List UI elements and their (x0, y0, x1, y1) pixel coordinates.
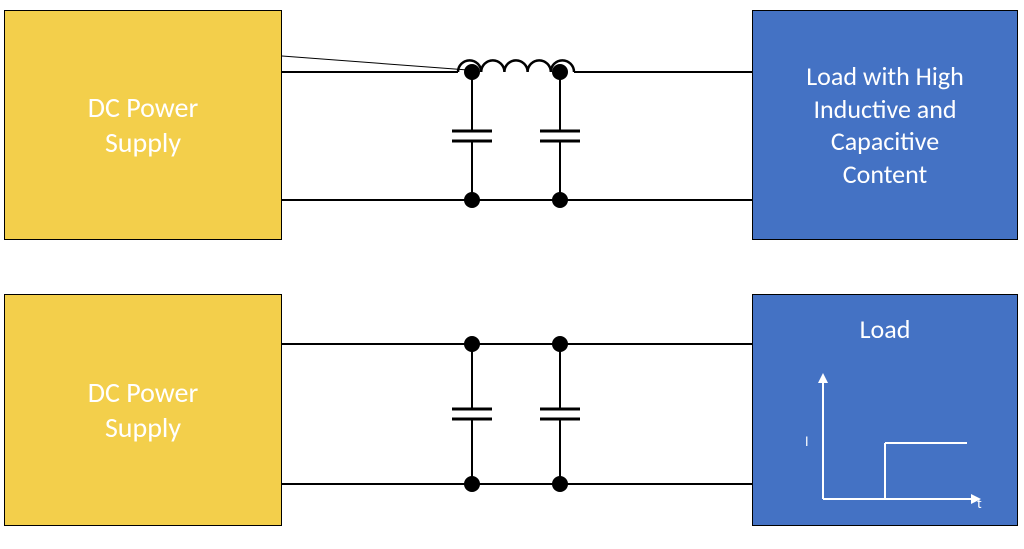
load-top-label: Load with High Inductive and Capacitive … (806, 60, 964, 190)
step-response-chart-icon (811, 373, 991, 511)
load-bottom-label: Load (753, 313, 1017, 346)
chart-y-axis-label: I (805, 433, 809, 450)
pi-filter-with-inductor (282, 10, 752, 240)
dc-power-supply-top-label: DC Power Supply (88, 90, 199, 160)
dc-power-supply-bottom-label: DC Power Supply (88, 375, 199, 445)
capacitor-filter (282, 294, 752, 526)
load-top: Load with High Inductive and Capacitive … (752, 10, 1018, 240)
chart-x-axis-label: t (977, 495, 982, 512)
dc-power-supply-top: DC Power Supply (4, 10, 282, 240)
load-bottom: Load I t (752, 294, 1018, 526)
dc-power-supply-bottom: DC Power Supply (4, 294, 282, 526)
